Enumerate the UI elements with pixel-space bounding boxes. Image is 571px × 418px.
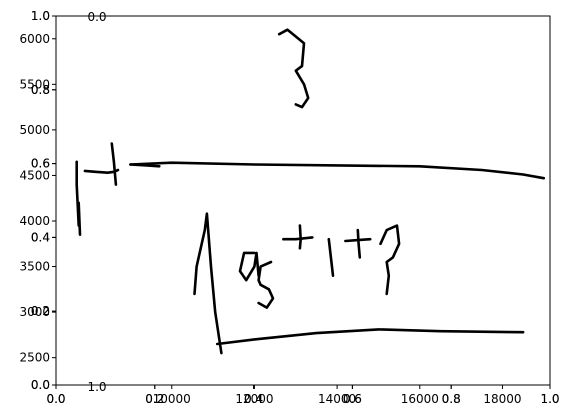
unit-axis-1-y-tick-0.0: 0.0 xyxy=(31,378,50,392)
stroke-letter-a xyxy=(238,251,260,282)
y-tick-label-4000: 4000 xyxy=(19,214,50,228)
stray-top-tick-label: 0.0 xyxy=(87,10,106,24)
stroke-fraction-bar-start xyxy=(129,163,161,168)
unit-axis-2-y-tick-0.0: 0.0 xyxy=(31,378,50,392)
handwriting-strokes xyxy=(75,28,546,355)
unit-axis-2-x-tick-0.8: 0.8 xyxy=(442,392,461,406)
axis-tick-labels: 10000 12000 14000 16000 18000 2500 3000 3500 400… xyxy=(19,9,559,406)
unit-axis-2-x-tick-1.0: 1.0 xyxy=(540,392,559,406)
x-tick-label-14000: 14000 xyxy=(318,392,356,406)
stroke-plus-middle-vertical xyxy=(298,224,303,250)
stray-bottom-tick-label: 1.0 xyxy=(87,380,106,394)
y-tick-label-5500: 5500 xyxy=(19,77,50,91)
unit-axis-1-y-tick-0.6: 0.6 xyxy=(31,157,50,171)
unit-axis-1-x-tick-1.0: 1.0 xyxy=(540,392,559,406)
unit-axis-1-x-tick-0.6: 0.6 xyxy=(343,392,362,406)
stroke-digit-3 xyxy=(277,28,310,109)
stroke-plus-left-horizontal xyxy=(83,168,120,174)
x-tick-label-10000: 10000 xyxy=(153,392,191,406)
unit-axis-2-y-tick-0.8: 0.8 xyxy=(31,83,50,97)
unit-axis-1-y-tick-1.0: 1.0 xyxy=(31,9,50,23)
y-tick-label-6000: 6000 xyxy=(19,32,50,46)
unit-axis-1-y-tick-0.4: 0.4 xyxy=(31,230,50,244)
stroke-radical-sign xyxy=(193,212,223,355)
unit-axis-2-y-tick-0.2: 0.2 xyxy=(31,304,50,318)
plot-frame xyxy=(55,15,551,386)
unit-axis-2-x-tick-0.4: 0.4 xyxy=(244,392,263,406)
unit-axis-1-x-tick-0.4: 0.4 xyxy=(244,392,263,406)
unit-axis-2-x-tick-0.2: 0.2 xyxy=(145,392,164,406)
x-tick-label-12000: 12000 xyxy=(235,392,273,406)
stroke-digit-1 xyxy=(327,237,335,278)
unit-axis-1-x-tick-0.8: 0.8 xyxy=(442,392,461,406)
x-tick-label-18000: 18000 xyxy=(483,392,521,406)
y-tick-label-4500: 4500 xyxy=(19,168,50,182)
unit-axis-1-x-tick-0.2: 0.2 xyxy=(145,392,164,406)
unit-axis-1-x-tick-0.0: 0.0 xyxy=(46,392,65,406)
stroke-exponent-5 xyxy=(257,260,275,309)
stroke-plus-left-vertical xyxy=(110,142,118,186)
y-tick-label-3500: 3500 xyxy=(19,260,50,274)
unit-axis-2-y-tick-0.6: 0.6 xyxy=(31,157,50,171)
stroke-radical-bar xyxy=(215,328,525,346)
unit-axis-2-x-tick-0.6: 0.6 xyxy=(343,392,362,406)
x-tick-label-16000: 16000 xyxy=(401,392,439,406)
unit-axis-1-y-tick-0.2: 0.2 xyxy=(31,304,50,318)
y-tick-label-3000: 3000 xyxy=(19,305,50,319)
y-tick-label-2500: 2500 xyxy=(19,351,50,365)
unit-axis-1-y-tick-0.8: 0.8 xyxy=(31,83,50,97)
unit-axis-2-y-tick-0.4: 0.4 xyxy=(31,230,50,244)
stroke-letter-b xyxy=(379,224,401,296)
axis-ticks xyxy=(52,15,551,389)
unit-axis-2-x-tick-0.0: 0.0 xyxy=(46,392,65,406)
stroke-left-mark-tail xyxy=(77,201,82,236)
y-tick-label-5000: 5000 xyxy=(19,123,50,137)
stroke-plus-middle-horizontal xyxy=(282,236,314,241)
unit-axis-2-y-tick-1.0: 1.0 xyxy=(31,9,50,23)
stroke-fraction-bar xyxy=(129,161,546,180)
stroke-plus-right-vertical xyxy=(356,228,362,259)
